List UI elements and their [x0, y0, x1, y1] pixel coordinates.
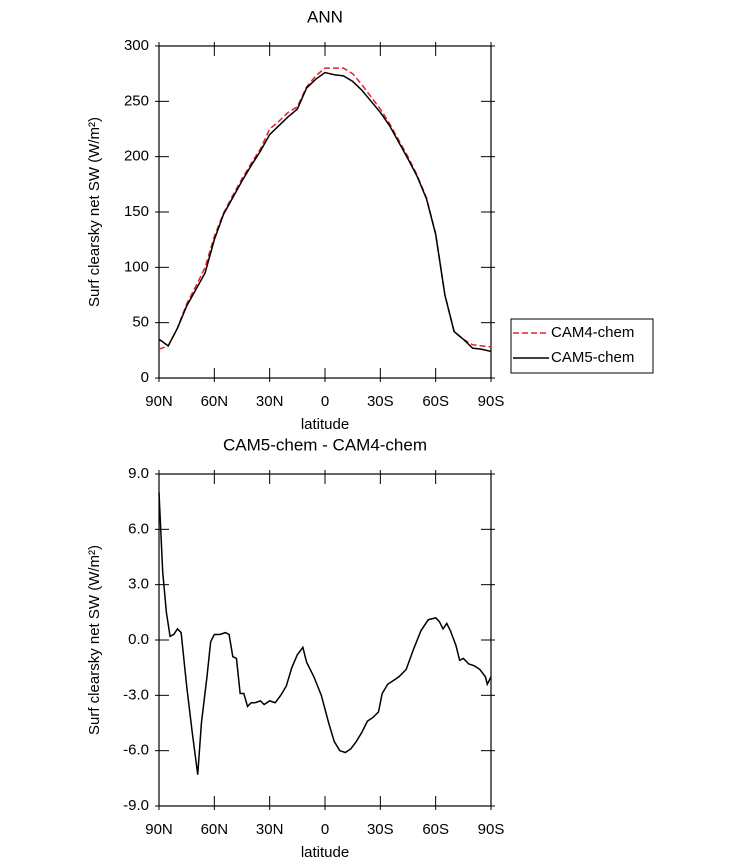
y-tick-label: 50 [132, 314, 149, 331]
legend-label: CAM5-chem [551, 349, 634, 366]
y-axis-label: Surf clearsky net SW (W/m²) [86, 117, 103, 307]
plot-frame [158, 45, 492, 379]
x-tick-label: 60N [201, 821, 229, 838]
x-tick-label: 0 [321, 821, 329, 838]
x-tick-label: 90N [145, 393, 173, 410]
line-series [158, 67, 492, 350]
y-tick-label: -3.0 [123, 686, 149, 703]
x-tick-label: 60N [201, 393, 229, 410]
legend-label: CAM4-chem [551, 324, 634, 341]
chart-title: ANN [307, 7, 343, 26]
y-tick-label: 9.0 [128, 465, 149, 482]
y-tick-label: -9.0 [123, 797, 149, 814]
x-tick-label: 60S [422, 821, 449, 838]
chart-title: CAM5-chem - CAM4-chem [223, 435, 427, 454]
y-tick-label: 0.0 [128, 631, 149, 648]
x-tick-label: 90S [478, 393, 505, 410]
y-tick-label: -6.0 [123, 742, 149, 759]
legend-box [510, 318, 654, 374]
x-axis-label: latitude [301, 416, 349, 433]
y-tick-label: 200 [124, 148, 149, 165]
y-tick-label: 3.0 [128, 576, 149, 593]
y-tick-label: 250 [124, 92, 149, 109]
y-tick-label: 150 [124, 203, 149, 220]
line-series [158, 71, 492, 353]
x-tick-label: 30S [367, 821, 394, 838]
x-tick-label: 30N [256, 821, 284, 838]
x-axis-label: latitude [301, 844, 349, 861]
plot-frame [158, 473, 492, 807]
x-tick-label: 90N [145, 821, 173, 838]
x-tick-label: 90S [478, 821, 505, 838]
y-axis-label: Surf clearsky net SW (W/m²) [86, 545, 103, 735]
y-tick-label: 6.0 [128, 520, 149, 537]
y-tick-label: 300 [124, 37, 149, 54]
x-tick-label: 30S [367, 393, 394, 410]
y-tick-label: 100 [124, 258, 149, 275]
x-tick-label: 30N [256, 393, 284, 410]
y-tick-label: 0 [141, 369, 149, 386]
line-series [158, 492, 492, 775]
x-tick-label: 0 [321, 393, 329, 410]
x-tick-label: 60S [422, 393, 449, 410]
